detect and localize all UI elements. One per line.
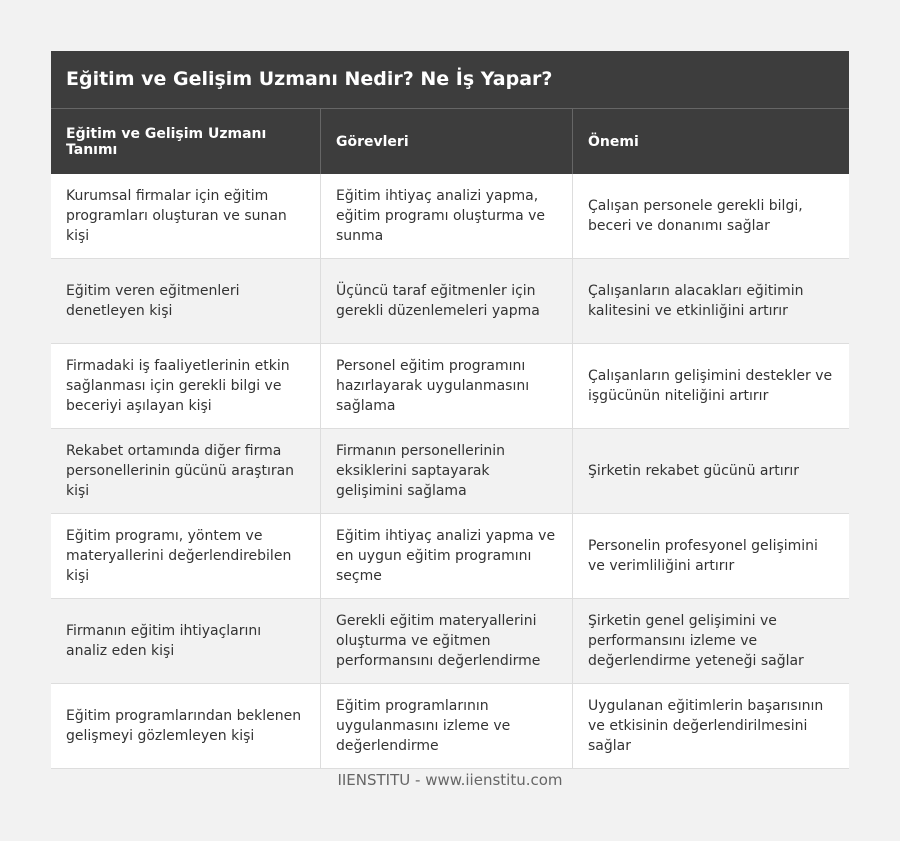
table-row: Rekabet ortamında diğer firma personelle…: [51, 428, 849, 514]
table-cell: Şirketin rekabet gücünü artırır: [572, 428, 849, 514]
footer-credit: IIENSTITU - www.iienstitu.com: [337, 771, 563, 789]
table-cell: Kurumsal firmalar için eğitim programlar…: [51, 174, 321, 259]
table-cell: Eğitim ihtiyaç analizi yapma, eğitim pro…: [320, 174, 573, 259]
table-cell: Rekabet ortamında diğer firma personelle…: [51, 428, 321, 514]
table-cell: Çalışanların gelişimini destekler ve işg…: [572, 343, 849, 429]
column-header: Eğitim ve Gelişim Uzmanı Tanımı: [51, 109, 321, 174]
table-cell: Şirketin genel gelişimini ve performansı…: [572, 598, 849, 684]
page-title: Eğitim ve Gelişim Uzmanı Nedir? Ne İş Ya…: [51, 51, 849, 109]
table-row: Kurumsal firmalar için eğitim programlar…: [51, 174, 849, 259]
table-cell: Eğitim veren eğitmenleri denetleyen kişi: [51, 258, 321, 344]
table-cell: Firmadaki iş faaliyetlerinin etkin sağla…: [51, 343, 321, 429]
table-cell: Eğitim programı, yöntem ve materyallerin…: [51, 513, 321, 599]
column-header: Görevleri: [320, 109, 573, 174]
table-cell: Uygulanan eğitimlerin başarısının ve etk…: [572, 683, 849, 769]
table-cell: Eğitim ihtiyaç analizi yapma ve en uygun…: [320, 513, 573, 599]
table-cell: Eğitim programlarının uygulanmasını izle…: [320, 683, 573, 769]
table-cell: Eğitim programlarından beklenen gelişmey…: [51, 683, 321, 769]
data-table: Eğitim ve Gelişim Uzmanı Tanımı Görevler…: [51, 109, 849, 769]
table-cell: Çalışanların alacakları eğitimin kalites…: [572, 258, 849, 344]
column-header: Önemi: [572, 109, 849, 174]
table-cell: Firmanın personellerinin eksiklerini sap…: [320, 428, 573, 514]
table-cell: Personelin profesyonel gelişimini ve ver…: [572, 513, 849, 599]
table-row: Eğitim programlarından beklenen gelişmey…: [51, 683, 849, 769]
table-row: Firmadaki iş faaliyetlerinin etkin sağla…: [51, 343, 849, 429]
table-row: Eğitim veren eğitmenleri denetleyen kişi…: [51, 258, 849, 344]
table-cell: Firmanın eğitim ihtiyaçlarını analiz ede…: [51, 598, 321, 684]
table-cell: Gerekli eğitim materyallerini oluşturma …: [320, 598, 573, 684]
table-cell: Üçüncü taraf eğitmenler için gerekli düz…: [320, 258, 573, 344]
table-row: Eğitim programı, yöntem ve materyallerin…: [51, 513, 849, 599]
table-cell: Çalışan personele gerekli bilgi, beceri …: [572, 174, 849, 259]
table-cell: Personel eğitim programını hazırlayarak …: [320, 343, 573, 429]
table-row: Firmanın eğitim ihtiyaçlarını analiz ede…: [51, 598, 849, 684]
content-table-card: Eğitim ve Gelişim Uzmanı Nedir? Ne İş Ya…: [51, 51, 849, 769]
